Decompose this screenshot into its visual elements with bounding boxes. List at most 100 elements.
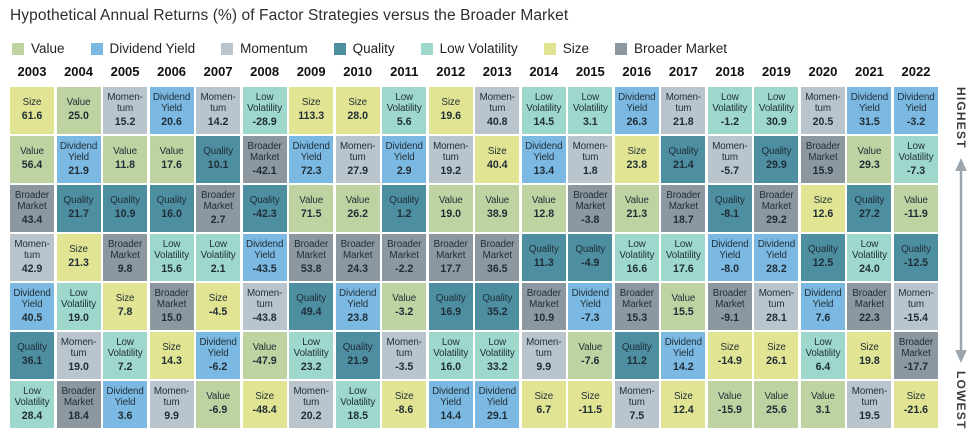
cell-2006-rank7-momentum: Momen- tum 9.9 [149,381,194,428]
cell-return-value: 29.2 [766,213,787,226]
cell-2021-rank2-value: Value 29.3 [847,136,892,183]
cell-return-value: -6.2 [208,360,228,373]
cell-factor-label: Momen- tum [60,336,97,359]
cell-return-value: 43.4 [21,213,43,226]
cell-return-value: 17.6 [673,262,694,275]
cell-factor-label: Low Volatility [293,336,329,359]
year-label-2011: 2011 [390,64,419,79]
cell-factor-label: Momen- tum [293,385,329,408]
legend-label-low_volatility: Low Volatility [439,41,518,56]
cell-factor-label: Size [767,342,786,354]
cell-2012-rank4-broader_market: Broader Market 17.7 [428,234,473,281]
cell-return-value: 11.8 [115,159,136,172]
legend-swatch-broader_market [614,42,627,55]
cell-factor-label: Size [720,342,740,354]
cell-factor-label: Size [906,391,926,403]
cell-factor-label: Low Volatility [154,238,190,261]
cell-2012-rank5-quality: Quality 16.9 [428,283,473,330]
cell-2019-rank5-momentum: Momen- tum 28.1 [754,283,799,330]
cell-factor-label: Dividend Yield [664,336,703,359]
cell-factor-label: Quality [203,146,233,158]
cell-2022-rank6-broader_market: Broader Market -17.7 [893,332,938,379]
cell-factor-label: Broader Market [712,287,747,310]
cell-2011-rank1-low_volatility: Low Volatility 5.6 [382,87,427,134]
cell-return-value: -48.4 [252,404,277,417]
cell-return-value: -7.6 [581,355,600,368]
cell-factor-label: Size [348,97,368,109]
cell-return-value: 40.8 [486,115,508,128]
cell-return-value: -7.3 [906,164,926,177]
cell-return-value: 16.0 [161,208,182,221]
cell-factor-label: Low Volatility [526,91,562,114]
cell-2019-rank7-value: Value 25.6 [754,381,799,428]
cell-return-value: -17.7 [903,360,929,373]
cell-return-value: -5.7 [720,164,740,177]
cell-2013-rank5-quality: Quality 35.2 [475,283,520,330]
cell-return-value: 14.2 [673,360,694,373]
cell-2020-rank2-broader_market: Broader Market 15.9 [800,136,845,183]
cell-2017-rank2-quality: Quality 21.4 [661,136,706,183]
cell-return-value: 19.5 [859,409,880,422]
cell-2020-rank4-quality: Quality 12.5 [800,234,845,281]
cell-factor-label: Value [671,293,696,305]
cell-return-value: 6.7 [536,404,552,417]
cell-2005-rank7-dividend_yield: Dividend Yield 3.6 [103,381,148,428]
cell-2005-rank3-quality: Quality 10.9 [103,185,148,232]
cell-factor-label: Dividend Yield [13,287,51,310]
cell-2014-rank2-dividend_yield: Dividend Yield 13.4 [521,136,566,183]
cell-2003-rank7-low_volatility: Low Volatility 28.4 [10,381,55,428]
cell-factor-label: Dividend Yield [897,91,935,114]
cell-return-value: 49.4 [300,306,322,319]
cell-2016-rank1-dividend_yield: Dividend Yield 26.3 [614,87,659,134]
cell-factor-label: Quality [621,342,652,354]
cell-return-value: 12.5 [812,257,834,270]
cell-return-value: -21.6 [903,404,929,417]
cell-2015-rank2-momentum: Momen- tum 1.8 [568,136,613,183]
returns-table: 2003 2004 2005 2006 2007 2008 2009 2010 2011 2012… [10,64,938,428]
cell-return-value: 9.9 [536,360,552,373]
cell-factor-label: Low Volatility [712,91,748,114]
cell-return-value: 38.9 [486,208,508,221]
cell-factor-label: Size [674,391,693,403]
legend-swatch-quality [333,42,346,55]
rank-axis: HIGHEST LOWEST [944,87,978,430]
legend-item-size: Size [543,41,589,56]
legend-swatch-size [543,42,556,55]
cell-factor-label: Low Volatility [758,91,794,114]
cell-return-value: 40.4 [486,159,508,172]
cell-2006-rank6-size: Size 14.3 [149,332,194,379]
cell-2011-rank2-dividend_yield: Dividend Yield 2.9 [382,136,427,183]
cell-2013-rank7-dividend_yield: Dividend Yield 29.1 [475,381,520,428]
cell-return-value: -3.2 [906,115,926,128]
cell-return-value: -2.2 [395,262,414,275]
cell-return-value: -3.8 [581,213,600,226]
cell-2005-rank4-broader_market: Broader Market 9.8 [103,234,148,281]
cell-return-value: 15.0 [161,311,182,324]
year-label-2012: 2012 [436,64,466,79]
cell-return-value: -11.9 [904,208,928,221]
cell-2019-rank4-dividend_yield: Dividend Yield 28.2 [754,234,799,281]
cell-factor-label: Quality [156,195,187,207]
cell-return-value: 1.2 [396,208,412,221]
year-label-2015: 2015 [575,64,605,79]
cell-factor-label: Broader Market [433,238,468,261]
cell-return-value: -42.1 [252,164,277,177]
cell-2007-rank2-quality: Quality 10.1 [196,136,241,183]
cell-return-value: 36.1 [21,355,43,368]
cell-2020-rank3-size: Size 12.6 [800,185,845,232]
cell-factor-label: Value [904,195,928,207]
cell-factor-label: Quality [575,244,606,256]
cell-2016-rank7-momentum: Momen- tum 7.5 [614,381,659,428]
cell-2011-rank4-broader_market: Broader Market -2.2 [382,234,427,281]
year-label-2019: 2019 [761,64,791,79]
cell-factor-label: Dividend Yield [850,91,889,114]
cell-factor-label: Momen- tum [619,385,655,408]
cell-2009-rank1-size: Size 113.3 [289,87,334,134]
cell-return-value: -4.5 [208,306,228,319]
cell-factor-label: Size [115,293,135,305]
cell-return-value: 18.5 [347,409,368,422]
cell-2003-rank4-momentum: Momen- tum 42.9 [10,234,55,281]
cell-return-value: -42.3 [252,208,277,221]
cell-return-value: 24.0 [859,262,880,275]
cell-2018-rank2-momentum: Momen- tum -5.7 [707,136,752,183]
